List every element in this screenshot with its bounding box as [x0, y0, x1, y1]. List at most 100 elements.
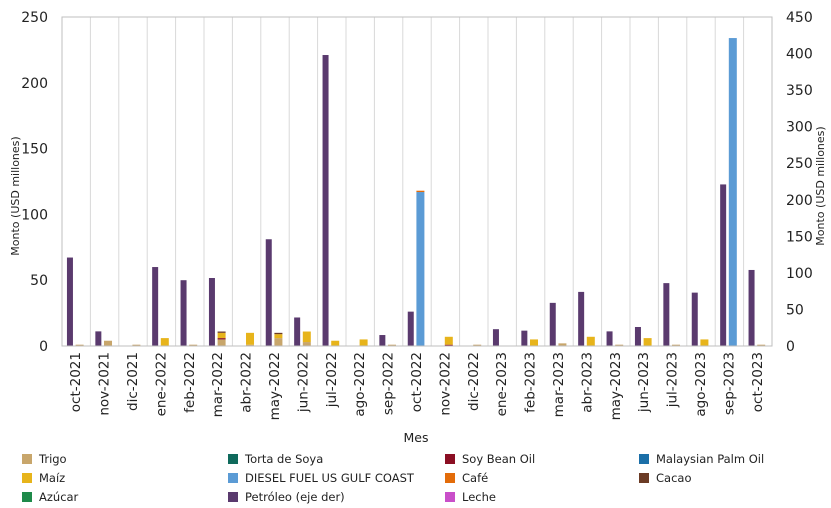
- x-tick-label: sep-2023: [721, 352, 737, 415]
- legend-label: Trigo: [39, 452, 67, 466]
- y-left-tick-label: 100: [21, 207, 48, 223]
- x-tick-label: oct-2021: [68, 352, 84, 412]
- bar-segment: [132, 344, 141, 346]
- bar-segment: [274, 338, 283, 346]
- x-tick-label: feb-2023: [523, 352, 539, 413]
- bar-segment: [302, 331, 311, 343]
- legend-swatch: [228, 473, 238, 483]
- y-right-tick-label: 0: [786, 339, 795, 355]
- bar-petroleo: [180, 280, 187, 346]
- legend-label: Café: [462, 471, 489, 485]
- y-left-tick-label: 150: [21, 142, 48, 158]
- bar-segment: [643, 338, 652, 346]
- x-tick-label: may-2022: [267, 352, 283, 420]
- bar-petroleo: [634, 326, 641, 346]
- legend-swatch: [639, 454, 649, 464]
- legend-item: Trigo: [22, 452, 67, 466]
- legend-item: Azúcar: [22, 490, 78, 504]
- y-axis-right: 0 50 100 150 200 250 300 350 400 450: [786, 10, 813, 355]
- bar-petroleo: [691, 292, 698, 346]
- bar-segment: [359, 339, 368, 346]
- grid-lines: [89, 17, 745, 346]
- bar-petroleo: [322, 55, 329, 347]
- legend-label: Maíz: [39, 471, 66, 485]
- x-tick-label: ago-2023: [693, 352, 709, 417]
- bar-segment: [586, 336, 595, 346]
- legend-label: Azúcar: [39, 490, 79, 504]
- bar-petroleo: [492, 329, 499, 346]
- legend-item: Malaysian Palm Oil: [639, 452, 764, 466]
- x-tick-label: nov-2021: [97, 352, 113, 416]
- bar-segment: [416, 190, 425, 193]
- bar-petroleo: [578, 291, 585, 346]
- bar-segment: [416, 192, 425, 346]
- legend-label: Leche: [462, 490, 496, 504]
- bar-petroleo: [407, 311, 414, 346]
- y-left-tick-label: 200: [21, 76, 48, 92]
- legend-swatch: [22, 492, 32, 502]
- y-left-tick-label: 50: [30, 273, 48, 289]
- y-right-tick-label: 350: [786, 83, 813, 99]
- bar-petroleo: [663, 283, 670, 346]
- bar-segment: [217, 331, 226, 333]
- legend-label: DIESEL FUEL US GULF COAST: [245, 471, 414, 485]
- bar-segment: [274, 334, 283, 339]
- bar-petroleo: [152, 267, 159, 346]
- x-tick-label: dic-2021: [125, 352, 141, 411]
- x-tick-label: abr-2022: [239, 352, 255, 413]
- bar-petroleo: [66, 257, 73, 346]
- legend-item: Cacao: [639, 471, 691, 485]
- bar-petroleo: [294, 317, 301, 346]
- legend-item: Leche: [445, 490, 496, 504]
- legend-label: Petróleo (eje der): [245, 490, 345, 504]
- bar-segment: [246, 344, 255, 346]
- bar-petroleo: [379, 335, 386, 346]
- x-tick-label: ene-2022: [153, 352, 169, 416]
- y-right-tick-label: 50: [786, 302, 804, 318]
- y-right-tick-label: 100: [786, 266, 813, 282]
- x-tick-label: feb-2022: [182, 352, 198, 413]
- legend-swatch: [639, 473, 649, 483]
- legend-swatch: [22, 473, 32, 483]
- x-tick-label: nov-2022: [437, 352, 453, 416]
- legend-item: Torta de Soya: [228, 452, 323, 466]
- y-axis-left-label: Monto (USD millones): [9, 136, 22, 255]
- x-axis-label: Mes: [404, 430, 429, 445]
- bar-segment: [189, 344, 198, 346]
- bar-segment: [331, 340, 340, 346]
- bar-segment: [757, 344, 766, 346]
- bar-segment: [217, 339, 226, 346]
- plot-frame: [61, 16, 773, 347]
- bar-petroleo: [748, 269, 755, 346]
- legend: Trigo Torta de Soya Soy Bean Oil Malaysian …: [22, 452, 822, 508]
- legend-swatch: [445, 473, 455, 483]
- bar-segment: [530, 339, 539, 346]
- x-tick-label: oct-2022: [409, 352, 425, 412]
- legend-label: Soy Bean Oil: [462, 452, 536, 466]
- bar-petroleo: [208, 278, 215, 346]
- legend-label: Cacao: [656, 471, 692, 485]
- y-right-tick-label: 250: [786, 156, 813, 172]
- bar-segment: [615, 344, 624, 346]
- bar-segment: [388, 344, 397, 346]
- legend-item: DIESEL FUEL US GULF COAST: [228, 471, 414, 485]
- legend-item: Maíz: [22, 471, 65, 485]
- x-tick-label: dic-2022: [466, 352, 482, 411]
- bar-segment: [444, 336, 453, 345]
- y-right-tick-label: 200: [786, 193, 813, 209]
- y-right-tick-label: 450: [786, 10, 813, 26]
- legend-swatch: [445, 454, 455, 464]
- y-right-tick-label: 150: [786, 229, 813, 245]
- legend-swatch: [228, 454, 238, 464]
- bar-segment: [274, 332, 283, 335]
- legend-item: Petróleo (eje der): [228, 490, 345, 504]
- bar-petroleo: [521, 330, 528, 346]
- bar-segment: [246, 332, 255, 345]
- legend-label: Malaysian Palm Oil: [656, 452, 765, 466]
- legend-swatch: [445, 492, 455, 502]
- bar-petroleo: [549, 302, 556, 346]
- bars-group: [66, 38, 766, 347]
- bar-segment: [75, 344, 84, 346]
- x-axis-tick-labels: oct-2021 nov-2021 dic-2021 ene-2022 feb-2022…: [68, 352, 766, 420]
